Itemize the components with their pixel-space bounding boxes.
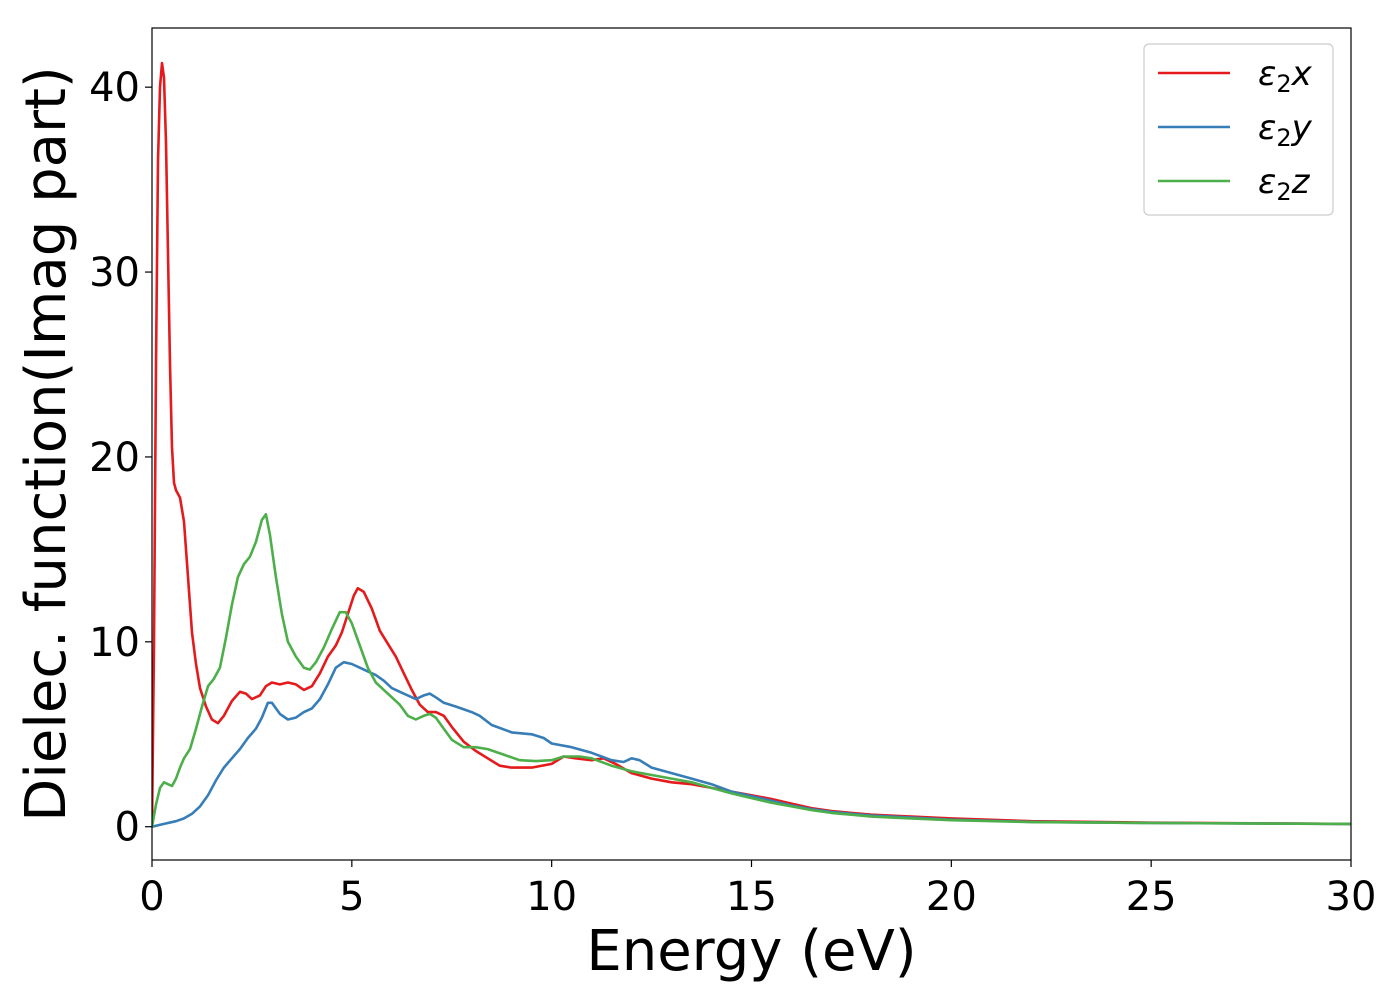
y-tick-label: 10	[89, 620, 140, 666]
x-axis-label: Energy (eV)	[586, 919, 916, 984]
series-line-y	[152, 660, 1351, 828]
y-tick-label: 0	[115, 805, 140, 851]
x-tick-label: 0	[139, 874, 164, 920]
legend: ε2x ε2y ε2z	[1143, 43, 1334, 216]
x-tick-label: 15	[726, 874, 777, 920]
series-line-z	[152, 513, 1351, 828]
legend-label-y: ε2y	[1258, 108, 1313, 152]
x-tick-label: 30	[1326, 874, 1377, 920]
y-tick-label: 30	[89, 250, 140, 296]
legend-label-z: ε2z	[1258, 162, 1311, 206]
x-axis-ticks: 0 5 10 15 20 25 30	[139, 860, 1376, 920]
y-tick-label: 40	[89, 65, 140, 111]
y-axis-ticks: 0 10 20 30 40	[89, 65, 152, 851]
y-tick-label: 20	[89, 435, 140, 481]
x-tick-label: 10	[526, 874, 577, 920]
x-tick-label: 25	[1126, 874, 1177, 920]
y-axis-label: Dielec. function(Imag part)	[14, 66, 79, 822]
x-tick-label: 5	[339, 874, 364, 920]
legend-label-x: ε2x	[1258, 54, 1313, 98]
x-tick-label: 20	[926, 874, 977, 920]
legend-frame	[1143, 43, 1334, 216]
series-layer	[152, 61, 1351, 828]
